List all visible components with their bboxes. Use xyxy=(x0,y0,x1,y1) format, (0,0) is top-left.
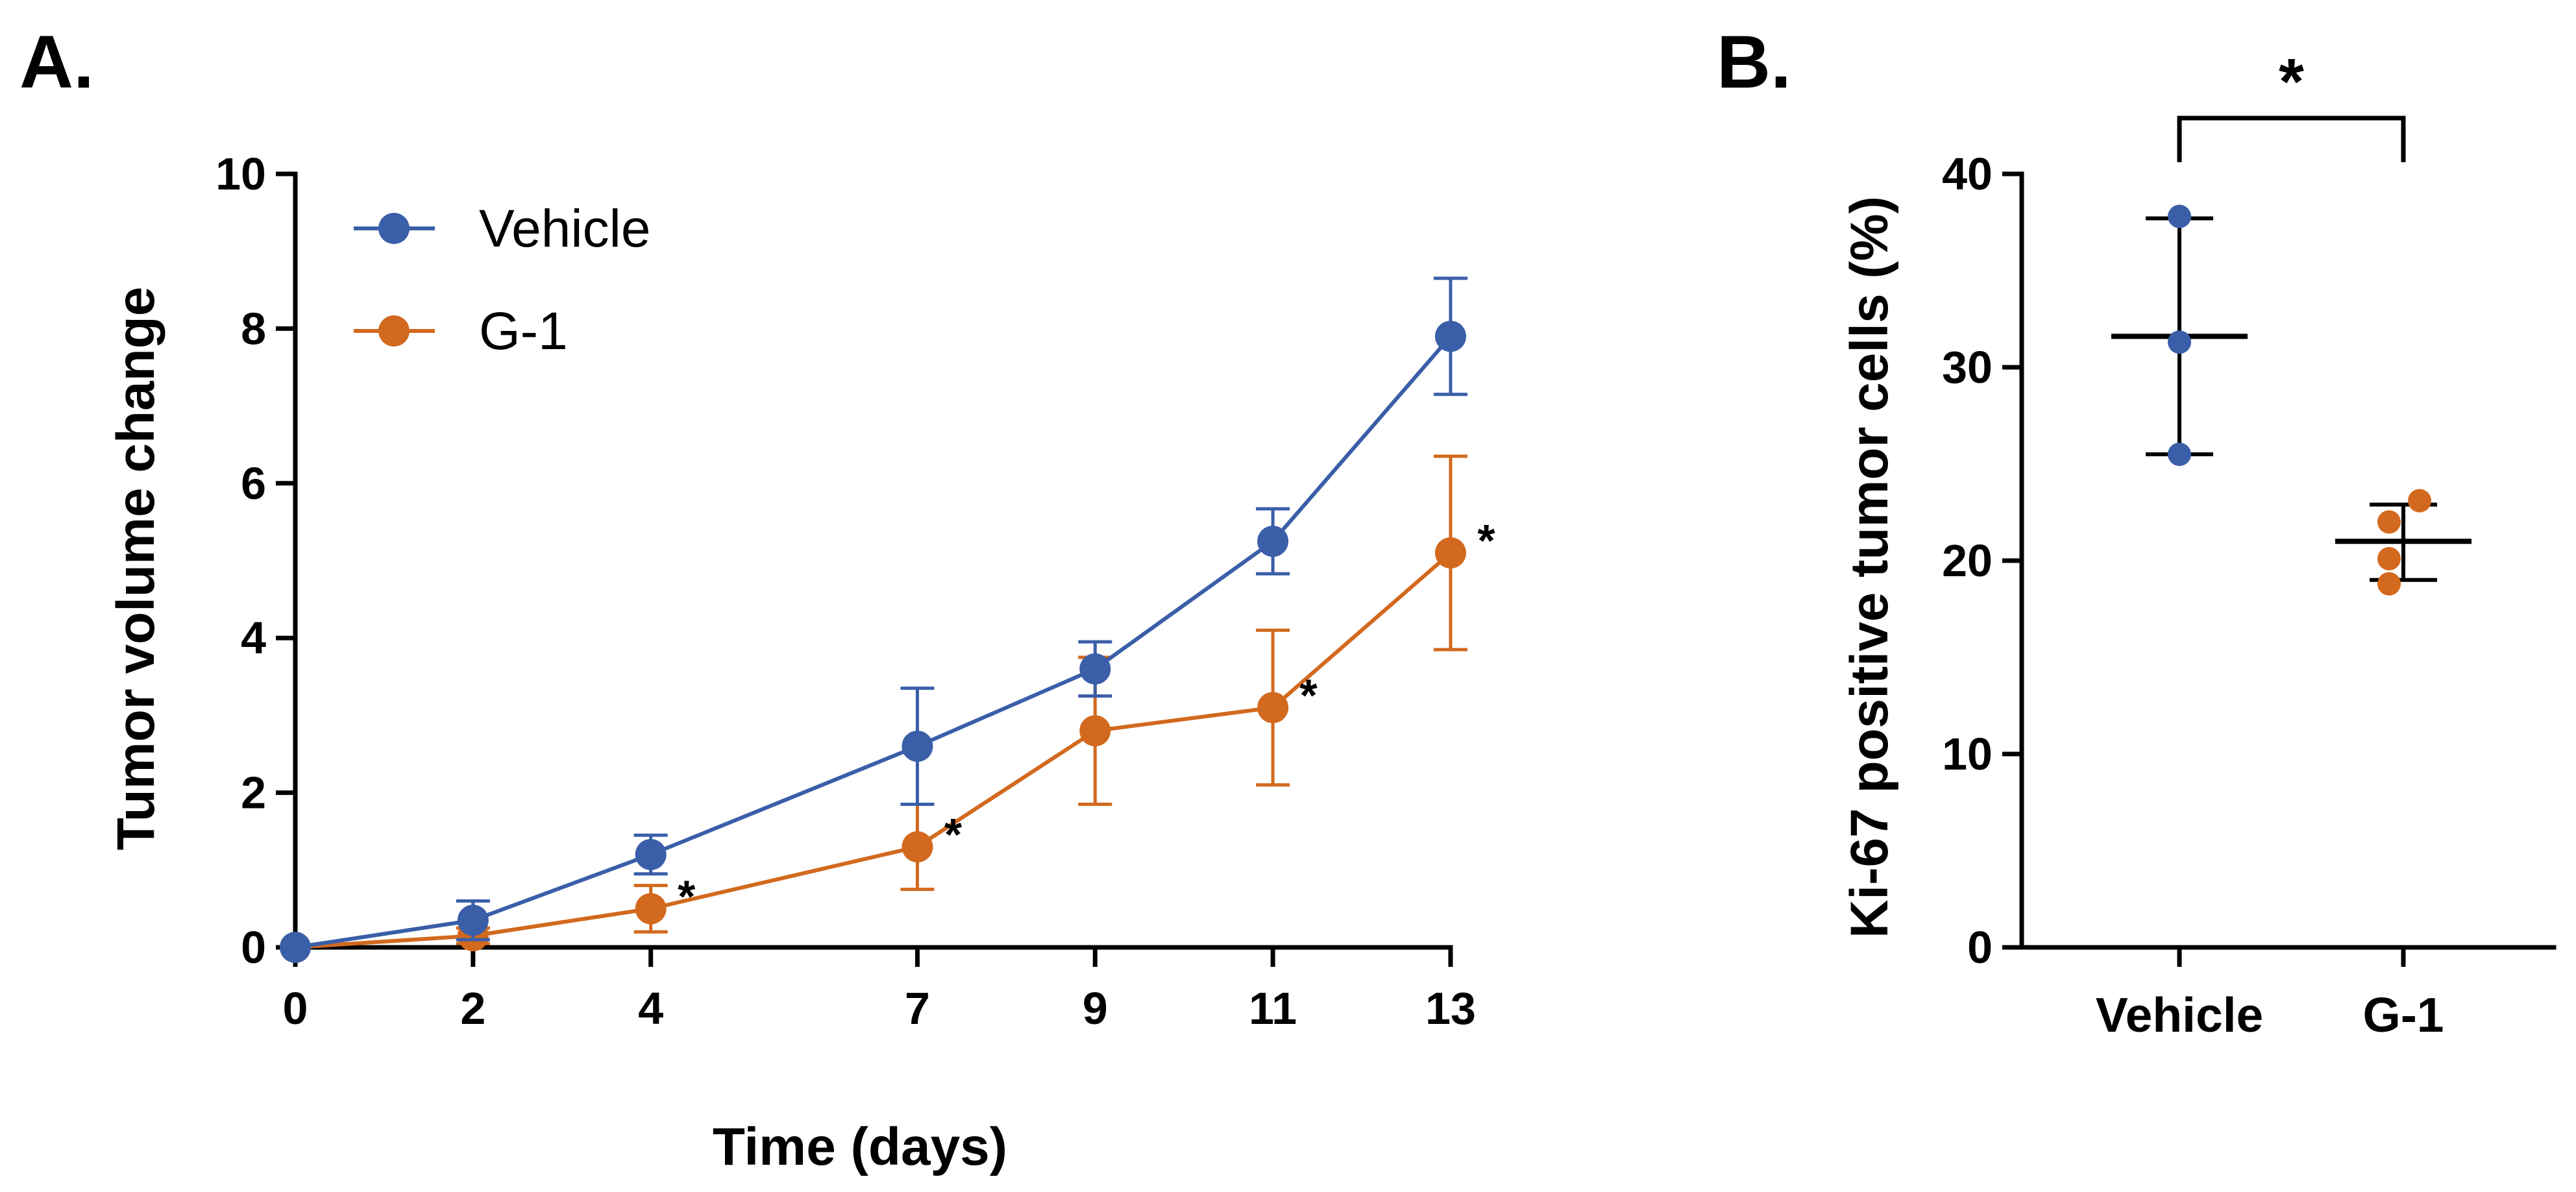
y-tick-label: 0 xyxy=(1967,922,1993,973)
y-tick-label: 8 xyxy=(241,303,266,354)
y-axis-title: Ki-67 positive tumor cells (%) xyxy=(1840,196,1899,938)
panel-a-chart: 0 2 4 6 8 10 0 2 4 7 9 11 13 Time (days) Tumor volume … xyxy=(106,149,1495,1176)
x-tick-label: 2 xyxy=(460,983,485,1034)
legend-label: Vehicle xyxy=(479,199,650,258)
data-point-g-1 xyxy=(2408,489,2431,513)
data-point-vehicle xyxy=(1257,526,1289,557)
x-tick-label: 11 xyxy=(1249,983,1297,1034)
data-point-g-1 xyxy=(2377,572,2401,596)
x-category-label: Vehicle xyxy=(2096,988,2264,1042)
x-tick-label: 13 xyxy=(1425,983,1476,1034)
data-point-vehicle xyxy=(2168,204,2191,228)
x-axis-title: Time (days) xyxy=(713,1117,1007,1176)
x-tick-label: 0 xyxy=(283,983,308,1034)
data-point-vehicle xyxy=(1435,321,1466,352)
data-point-vehicle xyxy=(2168,330,2191,354)
data-point-vehicle xyxy=(457,905,489,936)
panel-b-chart: 0 10 20 30 40 Vehicle G-1 Ki-67 positive tumor … xyxy=(1840,45,2557,1042)
data-point-vehicle xyxy=(902,731,933,762)
data-point-vehicle xyxy=(280,932,311,963)
panel-a-label: A. xyxy=(19,21,94,104)
y-tick-label: 4 xyxy=(241,613,266,663)
y-tick-label: 40 xyxy=(1942,149,1993,199)
data-point-g-1 xyxy=(1257,692,1289,724)
y-axis-title: Tumor volume change xyxy=(106,287,166,851)
y-tick-label: 2 xyxy=(241,768,266,818)
data-point-g-1 xyxy=(1435,537,1466,569)
data-point-g-1 xyxy=(2377,510,2401,534)
significance-bracket xyxy=(2177,116,2406,162)
x-category-label: G-1 xyxy=(2362,988,2444,1042)
data-point-vehicle xyxy=(635,838,667,870)
y-tick-label: 6 xyxy=(241,458,266,509)
y-tick-label: 30 xyxy=(1942,342,1993,393)
x-tick-label: 7 xyxy=(905,983,930,1034)
data-point-vehicle xyxy=(1079,653,1111,685)
panel-b-label: B. xyxy=(1717,21,1791,104)
significance-marker: * xyxy=(678,871,696,921)
legend-label: G-1 xyxy=(479,302,568,361)
significance-marker: * xyxy=(2279,45,2304,118)
significance-marker: * xyxy=(1477,515,1495,566)
data-point-vehicle xyxy=(2168,443,2191,467)
legend-marker xyxy=(378,315,410,347)
data-point-g-1 xyxy=(902,831,933,863)
significance-marker: * xyxy=(944,809,963,860)
y-tick-label: 10 xyxy=(215,149,266,199)
data-point-g-1 xyxy=(635,893,667,925)
x-tick-label: 9 xyxy=(1083,983,1108,1034)
data-point-g-1 xyxy=(1079,715,1111,747)
y-tick-label: 0 xyxy=(241,922,266,973)
legend-marker xyxy=(378,213,410,244)
data-point-g-1 xyxy=(2377,547,2401,571)
y-tick-label: 20 xyxy=(1942,535,1993,586)
significance-marker: * xyxy=(1300,670,1318,720)
x-tick-label: 4 xyxy=(638,983,663,1034)
series-line-g-1 xyxy=(295,551,1452,949)
y-tick-label: 10 xyxy=(1942,729,1993,779)
